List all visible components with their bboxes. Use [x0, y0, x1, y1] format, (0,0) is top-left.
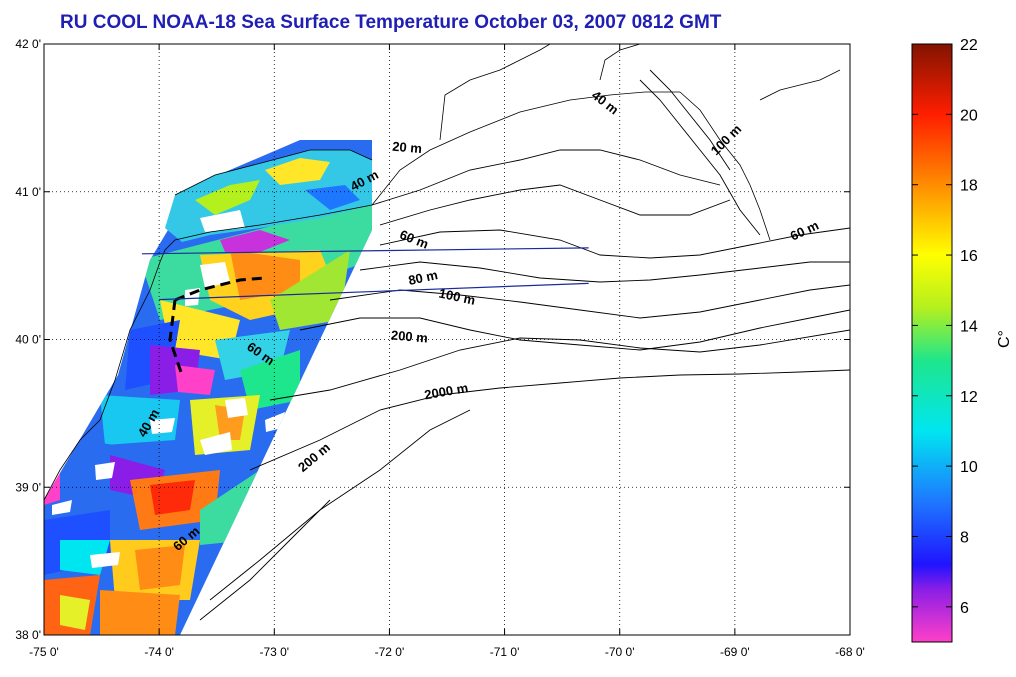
colorbar-tick-label: 18 [960, 178, 978, 195]
y-tick-label: 42 0' [15, 37, 41, 51]
figure-title: RU COOL NOAA-18 Sea Surface Temperature … [60, 12, 722, 33]
colorbar-tick-label: 8 [960, 529, 969, 546]
coastline [44, 44, 841, 501]
colorbar-tick-label: 14 [960, 318, 978, 335]
colorbar-tick-label: 22 [960, 37, 978, 54]
y-tick-label: 41 0' [15, 185, 41, 199]
sound-sst [165, 150, 372, 252]
colorbar-tick-label: 10 [960, 459, 978, 476]
y-tick-label: 38 0' [15, 628, 41, 642]
x-tick-label: -70 0' [605, 645, 635, 659]
map-grid [44, 44, 850, 635]
contour-label: 200 m [390, 327, 428, 345]
x-tick-label: -72 0' [375, 645, 405, 659]
transect-lines [141, 247, 589, 301]
contour-label: 100 m [438, 286, 477, 308]
y-tick-label: 39 0' [15, 480, 41, 494]
x-tick-label: -73 0' [259, 645, 289, 659]
y-axis: 42 0' 41 0' 40 0' 39 0' 38 0' [15, 37, 850, 642]
colorbar-tick-label: 12 [960, 389, 978, 406]
colorbar-unit: C° [996, 330, 1013, 348]
x-tick-label: -71 0' [490, 645, 520, 659]
contour-label: 20 m [392, 139, 423, 157]
colorbar-tick-label: 16 [960, 248, 978, 265]
colorbar-ticks: 22 20 18 16 14 12 10 8 6 [912, 37, 978, 617]
x-tick-label: -74 0' [144, 645, 174, 659]
x-tick-label: -75 0' [29, 645, 59, 659]
colorbar [911, 43, 953, 643]
contour-label: 80 m [407, 267, 439, 288]
bathymetry-contours [199, 69, 850, 621]
transect-line [159, 282, 589, 301]
x-axis: -75 0' -74 0' -73 0' -72 0' -71 0' -70 0' -69 … [29, 44, 865, 659]
transect-line [141, 247, 589, 255]
colorbar-tick-label: 20 [960, 107, 978, 124]
dashed-boundary [168, 276, 266, 376]
colorbar-tick-label: 6 [960, 600, 969, 617]
x-tick-label: -69 0' [720, 645, 750, 659]
x-tick-label: -68 0' [835, 645, 865, 659]
y-tick-label: 40 0' [15, 333, 41, 347]
